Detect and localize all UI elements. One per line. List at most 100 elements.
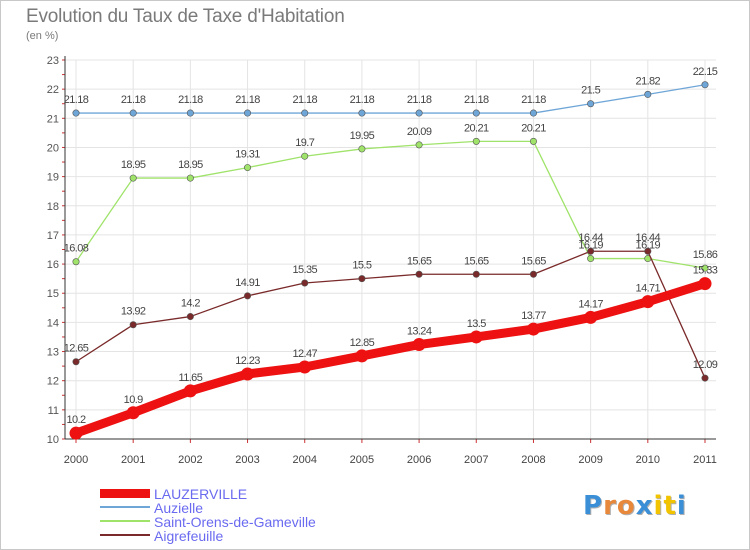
- logo-letter: i: [676, 491, 687, 521]
- data-point: [526, 322, 540, 336]
- axes: 10 11 12 13 14 15 16 17 18 19 20 21 22 23 2000 2001 2002…: [47, 55, 717, 466]
- data-label: 21.18: [178, 94, 203, 106]
- logo-letter: i: [653, 491, 664, 521]
- data-label: 12.85: [350, 337, 375, 349]
- data-label: 19.31: [235, 149, 260, 161]
- data-label: 12.65: [64, 343, 89, 355]
- data-label: 10.2: [66, 414, 85, 426]
- data-label: 16.08: [64, 243, 89, 255]
- y-tick-label: 17: [47, 230, 59, 242]
- data-point: [472, 109, 480, 117]
- data-label: 20.21: [521, 122, 546, 134]
- data-label: 16.44: [578, 232, 603, 244]
- y-tick-label: 10: [47, 434, 59, 446]
- data-label: 15.65: [521, 255, 546, 267]
- data-label: 20.09: [407, 126, 432, 138]
- x-tick-label: 2004: [292, 454, 316, 466]
- legend-label: Auzielle: [154, 500, 204, 516]
- data-point: [469, 330, 483, 344]
- series-line-2: [75, 140, 706, 269]
- data-point: [587, 255, 595, 263]
- data-point: [529, 137, 537, 145]
- series-line-3: [75, 250, 706, 379]
- data-label: 15.35: [292, 264, 317, 276]
- data-point: [587, 247, 595, 255]
- data-point: [298, 360, 312, 374]
- y-tick-label: 21: [47, 113, 59, 125]
- data-point: [72, 258, 80, 266]
- data-label: 13.24: [407, 326, 432, 338]
- data-point: [472, 137, 480, 145]
- data-point: [301, 109, 309, 117]
- y-tick-label: 12: [47, 376, 59, 388]
- series-lines: [69, 81, 712, 440]
- series-line-1: [75, 84, 706, 114]
- data-point: [129, 321, 137, 329]
- data-point: [355, 349, 369, 363]
- data-point: [529, 109, 537, 117]
- data-point: [701, 81, 709, 89]
- x-tick-label: 2005: [350, 454, 374, 466]
- data-point: [301, 152, 309, 160]
- data-point: [644, 90, 652, 98]
- x-tick-label: 2007: [464, 454, 488, 466]
- data-label: 21.18: [64, 94, 89, 106]
- data-label: 15.86: [693, 249, 718, 261]
- legend-label: Saint-Orens-de-Gameville: [154, 514, 316, 530]
- data-label: 20.21: [464, 122, 489, 134]
- y-tick-label: 19: [47, 172, 59, 184]
- data-point: [72, 358, 80, 366]
- x-tick-label: 2001: [121, 454, 145, 466]
- data-label: 21.82: [636, 75, 661, 87]
- x-tick-label: 2010: [636, 454, 660, 466]
- data-point: [241, 367, 255, 381]
- data-point: [415, 141, 423, 149]
- legend-swatch: [100, 488, 150, 498]
- data-point: [587, 100, 595, 108]
- x-tick-label: 2002: [178, 454, 202, 466]
- data-label: 16.19: [636, 240, 661, 252]
- x-tick-label: 2008: [521, 454, 545, 466]
- data-label: 18.95: [178, 159, 203, 171]
- legend-label: Aigrefeuille: [154, 528, 224, 544]
- data-label: 21.18: [521, 94, 546, 106]
- data-label: 11.65: [179, 372, 203, 384]
- data-point: [244, 164, 252, 172]
- data-label: 13.5: [467, 318, 486, 330]
- y-tick-label: 16: [47, 259, 59, 271]
- data-point: [69, 426, 83, 440]
- x-tick-label: 2000: [64, 454, 88, 466]
- data-label: 19.7: [295, 137, 314, 149]
- y-tick-label: 11: [48, 405, 59, 417]
- data-label: 12.09: [693, 359, 718, 371]
- data-label: 21.5: [581, 85, 600, 97]
- data-point: [358, 275, 366, 283]
- data-point: [129, 109, 137, 117]
- y-tick-label: 18: [47, 201, 59, 213]
- data-labels: 10.2 10.9 11.65 12.23 12.47 12.85 13.24 13.5 13.…: [64, 66, 719, 426]
- data-label: 21.18: [464, 94, 489, 106]
- data-label: 21.18: [292, 94, 317, 106]
- x-tick-label: 2011: [693, 454, 717, 466]
- data-label: 15.5: [352, 260, 371, 272]
- data-label: 21.18: [350, 94, 375, 106]
- legend-label: LAUZERVILLE: [154, 486, 248, 502]
- logo-letter: r: [603, 491, 617, 521]
- data-point: [186, 174, 194, 182]
- y-tick-label: 20: [47, 142, 59, 154]
- data-point: [644, 247, 652, 255]
- data-point: [301, 279, 309, 287]
- data-point: [529, 270, 537, 278]
- data-point: [412, 338, 426, 352]
- data-point: [358, 109, 366, 117]
- data-label: 13.77: [521, 310, 546, 322]
- data-point: [701, 374, 709, 382]
- data-point: [126, 406, 140, 420]
- data-point: [129, 174, 137, 182]
- data-point: [472, 270, 480, 278]
- data-label: 18.95: [121, 159, 146, 171]
- data-label: 14.91: [235, 277, 260, 289]
- data-point: [183, 384, 197, 398]
